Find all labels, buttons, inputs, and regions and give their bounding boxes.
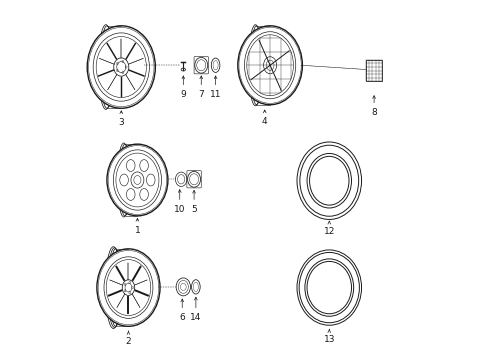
Text: 8: 8 [371, 108, 377, 117]
Text: 13: 13 [323, 335, 335, 344]
Text: 12: 12 [323, 227, 335, 236]
Ellipse shape [310, 156, 349, 205]
Bar [366, 60, 382, 81]
Ellipse shape [307, 261, 351, 314]
Ellipse shape [97, 249, 160, 326]
Ellipse shape [238, 26, 302, 105]
Ellipse shape [307, 153, 351, 208]
Text: 2: 2 [125, 337, 131, 346]
Ellipse shape [305, 259, 354, 316]
Text: 10: 10 [174, 205, 186, 214]
Text: 7: 7 [198, 90, 204, 99]
Ellipse shape [87, 26, 155, 108]
Text: 5: 5 [191, 205, 197, 214]
Text: 4: 4 [262, 117, 268, 126]
Ellipse shape [107, 144, 168, 216]
Text: 1: 1 [135, 226, 140, 235]
Text: 14: 14 [190, 314, 201, 323]
Ellipse shape [297, 142, 362, 220]
Text: 9: 9 [180, 90, 186, 99]
Text: 3: 3 [119, 118, 124, 127]
Ellipse shape [299, 252, 359, 323]
Ellipse shape [297, 250, 362, 325]
Text: 6: 6 [179, 314, 185, 323]
Ellipse shape [300, 145, 359, 216]
Text: 11: 11 [210, 90, 221, 99]
